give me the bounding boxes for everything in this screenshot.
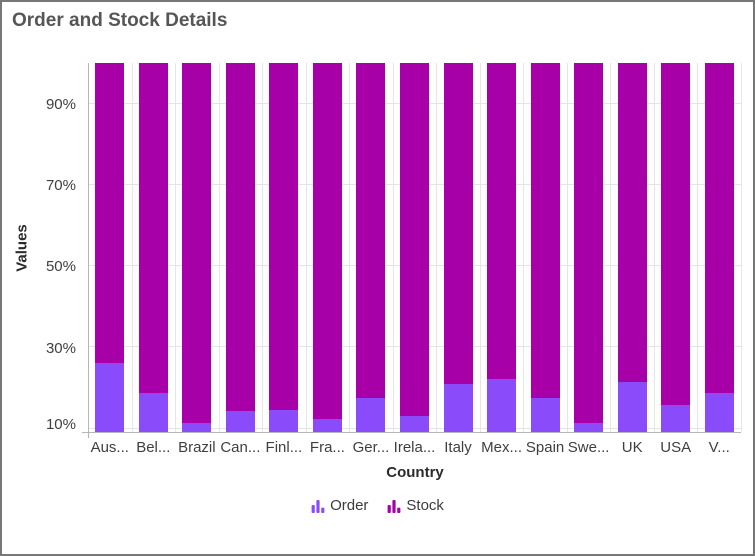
- bar-9: [487, 63, 517, 432]
- v-gridline: [392, 63, 394, 432]
- v-gridline: [653, 63, 655, 432]
- bar-segment-order[interactable]: [617, 382, 647, 432]
- legend-item-order[interactable]: Order: [311, 497, 368, 514]
- v-gridline: [741, 63, 742, 432]
- x-category-label: Fra...: [309, 439, 345, 456]
- y-tick-label: 10%: [45, 415, 76, 433]
- bar-11: [574, 63, 604, 432]
- x-axis-tick: [88, 432, 89, 438]
- bar-13: [661, 63, 691, 432]
- bar-segment-order[interactable]: [225, 411, 255, 432]
- bar-1: [138, 63, 168, 432]
- v-gridline: [566, 63, 568, 432]
- x-category-label: Finl...: [265, 439, 303, 456]
- bar-segment-stock[interactable]: [617, 63, 647, 382]
- v-gridline: [349, 63, 351, 432]
- plot-area: [82, 63, 742, 438]
- bar-10: [530, 63, 560, 432]
- bar-14: [704, 63, 734, 432]
- bar-segment-stock[interactable]: [138, 63, 168, 393]
- bar-segment-stock[interactable]: [312, 63, 342, 420]
- bar-segment-stock[interactable]: [574, 63, 604, 423]
- bar-5: [312, 63, 342, 432]
- x-category-label: Swe...: [567, 439, 610, 456]
- legend-item-stock[interactable]: Stock: [387, 497, 444, 514]
- bar-segment-order[interactable]: [487, 378, 517, 432]
- bar-segment-stock[interactable]: [356, 63, 386, 399]
- x-category-label: USA: [660, 439, 692, 456]
- y-tick-label: 50%: [45, 258, 76, 276]
- bar-segment-stock[interactable]: [95, 63, 125, 363]
- bar-segment-stock[interactable]: [487, 63, 517, 379]
- bar-6: [356, 63, 386, 432]
- bar-segment-order[interactable]: [530, 397, 560, 432]
- legend-stock-mini-column-chart-icon: [388, 499, 401, 513]
- bar-segment-order[interactable]: [704, 393, 734, 432]
- v-gridline: [523, 63, 525, 432]
- v-gridline: [131, 63, 133, 432]
- bar-segment-order[interactable]: [400, 416, 429, 432]
- y-axis-tick: [82, 432, 88, 433]
- bar-segment-order[interactable]: [312, 419, 342, 432]
- bar-segment-stock[interactable]: [225, 63, 255, 412]
- legend-order-mini-column-chart-icon: [311, 499, 325, 513]
- bar-segment-order[interactable]: [574, 422, 604, 432]
- legend-item-label: Stock: [406, 497, 444, 514]
- x-category-label: V...: [708, 439, 730, 456]
- bar-segment-order[interactable]: [661, 405, 691, 432]
- y-tick-label: 30%: [45, 339, 76, 357]
- bar-7: [400, 63, 429, 432]
- bar-segment-stock[interactable]: [443, 63, 473, 384]
- bar-segment-stock[interactable]: [661, 63, 691, 406]
- x-category-label: Bel...: [136, 439, 171, 456]
- bar-3: [225, 63, 255, 432]
- bar-segment-stock[interactable]: [269, 63, 299, 411]
- bar-segment-order[interactable]: [138, 392, 168, 432]
- legend-item-label: Order: [330, 497, 369, 514]
- x-category-label: Irela...: [393, 439, 436, 456]
- legend: Order Stock: [2, 497, 753, 514]
- bar-segment-order[interactable]: [95, 362, 125, 432]
- bar-segment-stock[interactable]: [704, 63, 734, 393]
- x-category-label: Ger...: [352, 439, 390, 456]
- v-gridline: [305, 63, 307, 432]
- x-category-label: Spain: [525, 439, 565, 456]
- v-gridline: [697, 63, 699, 432]
- y-tick-label: 70%: [45, 176, 76, 194]
- bar-0: [95, 63, 125, 432]
- bar-8: [443, 63, 473, 432]
- v-gridline: [479, 63, 481, 432]
- v-gridline: [218, 63, 220, 432]
- x-category-label: Mex...: [481, 439, 522, 456]
- bar-12: [617, 63, 647, 432]
- bar-segment-stock[interactable]: [182, 63, 212, 424]
- bar-segment-order[interactable]: [443, 383, 473, 432]
- y-axis-line: [88, 63, 89, 432]
- bar-segment-stock[interactable]: [400, 63, 429, 417]
- y-axis-title: Values: [13, 224, 31, 272]
- bar-segment-order[interactable]: [182, 423, 212, 432]
- y-tick-label: 90%: [45, 95, 76, 113]
- bar-2: [182, 63, 212, 432]
- v-gridline: [610, 63, 612, 432]
- x-category-label: Brazil: [178, 439, 216, 456]
- v-gridline: [262, 63, 264, 432]
- x-category-label: Italy: [444, 439, 472, 456]
- bar-4: [269, 63, 299, 432]
- v-gridline: [436, 63, 438, 432]
- x-axis-line: [88, 432, 741, 433]
- bar-segment-stock[interactable]: [530, 63, 560, 398]
- chart-title: Order and Stock Details: [12, 10, 228, 31]
- bar-segment-order[interactable]: [356, 398, 386, 432]
- x-axis-title: Country: [386, 464, 444, 481]
- bar-segment-order[interactable]: [269, 410, 299, 432]
- x-category-label: Can...: [220, 439, 261, 456]
- x-category-label: Aus...: [90, 439, 129, 456]
- x-category-label: UK: [621, 439, 643, 456]
- v-gridline: [175, 63, 177, 432]
